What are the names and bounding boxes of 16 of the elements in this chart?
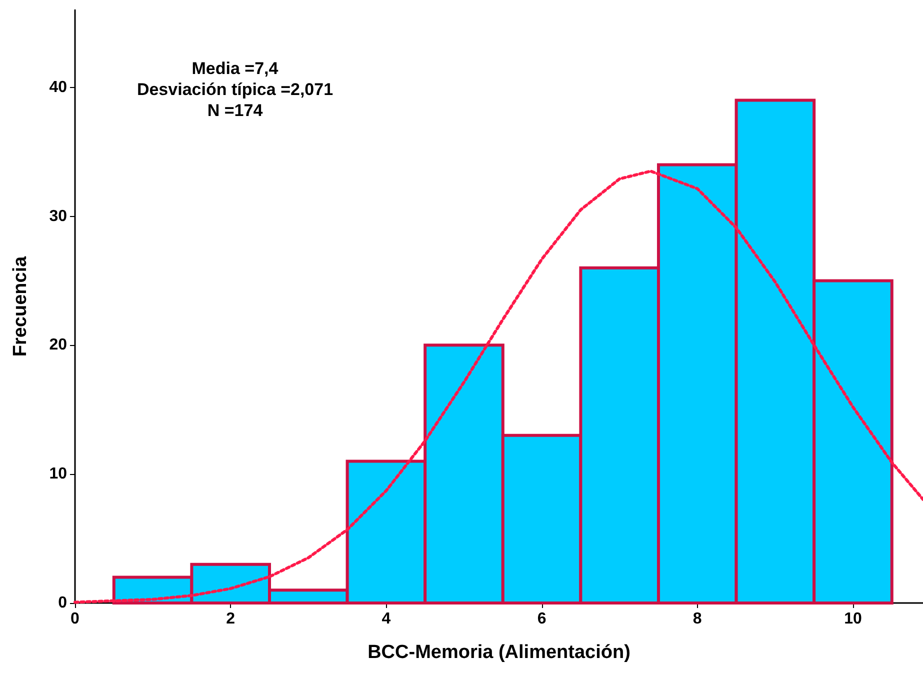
x-tick-label: 2 bbox=[226, 610, 236, 628]
y-tick-label: 30 bbox=[49, 208, 68, 225]
y-tick-label: 0 bbox=[58, 594, 68, 612]
y-tick-label: 40 bbox=[49, 78, 68, 96]
annotation: N =174 bbox=[207, 101, 264, 120]
x-tick-label: 0 bbox=[70, 610, 80, 628]
y-axis-title: Frecuencia bbox=[10, 256, 31, 357]
x-tick-label: 6 bbox=[537, 610, 546, 628]
annotation: Desviación típica =2,071 bbox=[136, 80, 334, 99]
y-tick-label: 10 bbox=[49, 466, 68, 483]
x-axis-title: BCC-Memoria (Alimentación) bbox=[368, 642, 630, 663]
x-tick-label: 8 bbox=[692, 610, 702, 628]
y-tick-label: 20 bbox=[49, 336, 68, 354]
x-tick-label: 10 bbox=[844, 610, 862, 628]
annotation: Media =7,4 bbox=[192, 59, 279, 78]
x-tick-label: 4 bbox=[382, 610, 391, 628]
